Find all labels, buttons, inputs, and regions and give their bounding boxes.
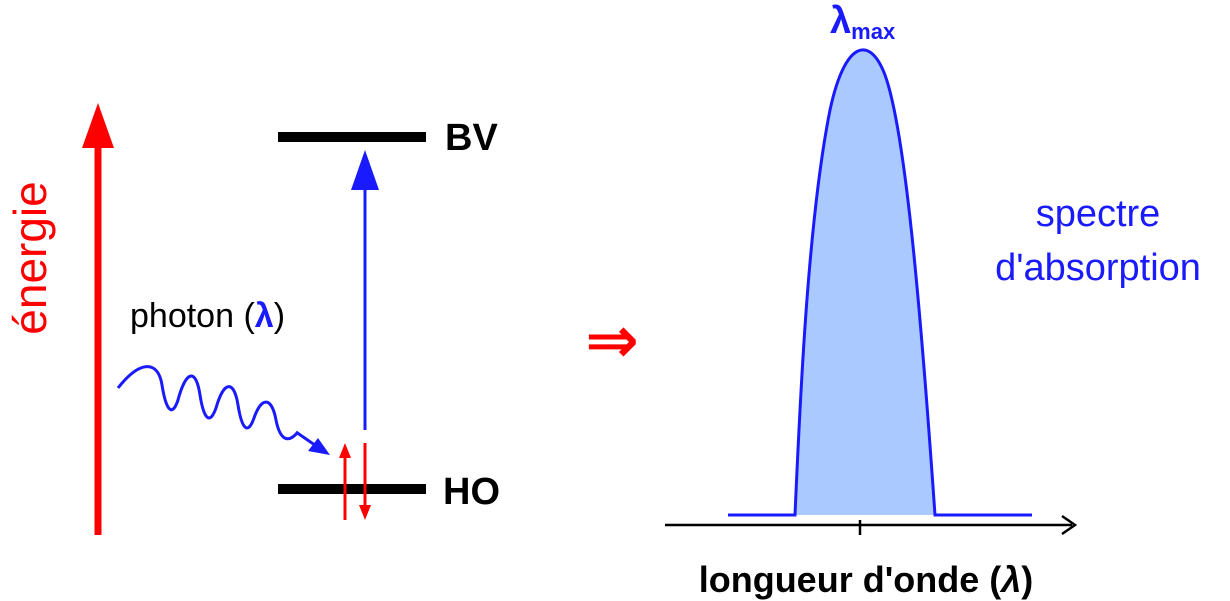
excitation-arrow (351, 150, 379, 430)
axis-label-text: longueur d'onde ( (699, 559, 1002, 600)
photon-label-prefix: photon ( (130, 297, 255, 335)
bv-label: BV (445, 117, 498, 159)
photon-label-suffix: ) (274, 297, 285, 335)
lambda-max-subscript: max (851, 19, 896, 44)
wavelength-axis-label: longueur d'onde (λ) (699, 559, 1034, 600)
photon-wave-arrow (116, 365, 330, 455)
energy-label: énergie (4, 181, 56, 334)
spectrum-title-line2: d'absorption (995, 247, 1201, 289)
energy-axis (82, 103, 114, 535)
spectrum-title-line1: spectre (1036, 193, 1161, 235)
electron-down-arrow (359, 443, 371, 520)
wavelength-axis (665, 514, 1078, 536)
ho-label: HO (443, 471, 500, 513)
axis-label-close: ) (1021, 559, 1033, 600)
axis-label-lambda: λ (999, 559, 1021, 600)
electron-up-arrow (339, 443, 351, 520)
implies-arrow-icon: ⇒ (585, 304, 639, 378)
photon-label: photon (λ) (130, 297, 285, 335)
absorption-spectrum (728, 48, 1032, 517)
photon-label-lambda: λ (255, 297, 274, 335)
lambda-max-label: λmax (830, 0, 896, 44)
lambda-max-symbol: λ (830, 0, 851, 42)
